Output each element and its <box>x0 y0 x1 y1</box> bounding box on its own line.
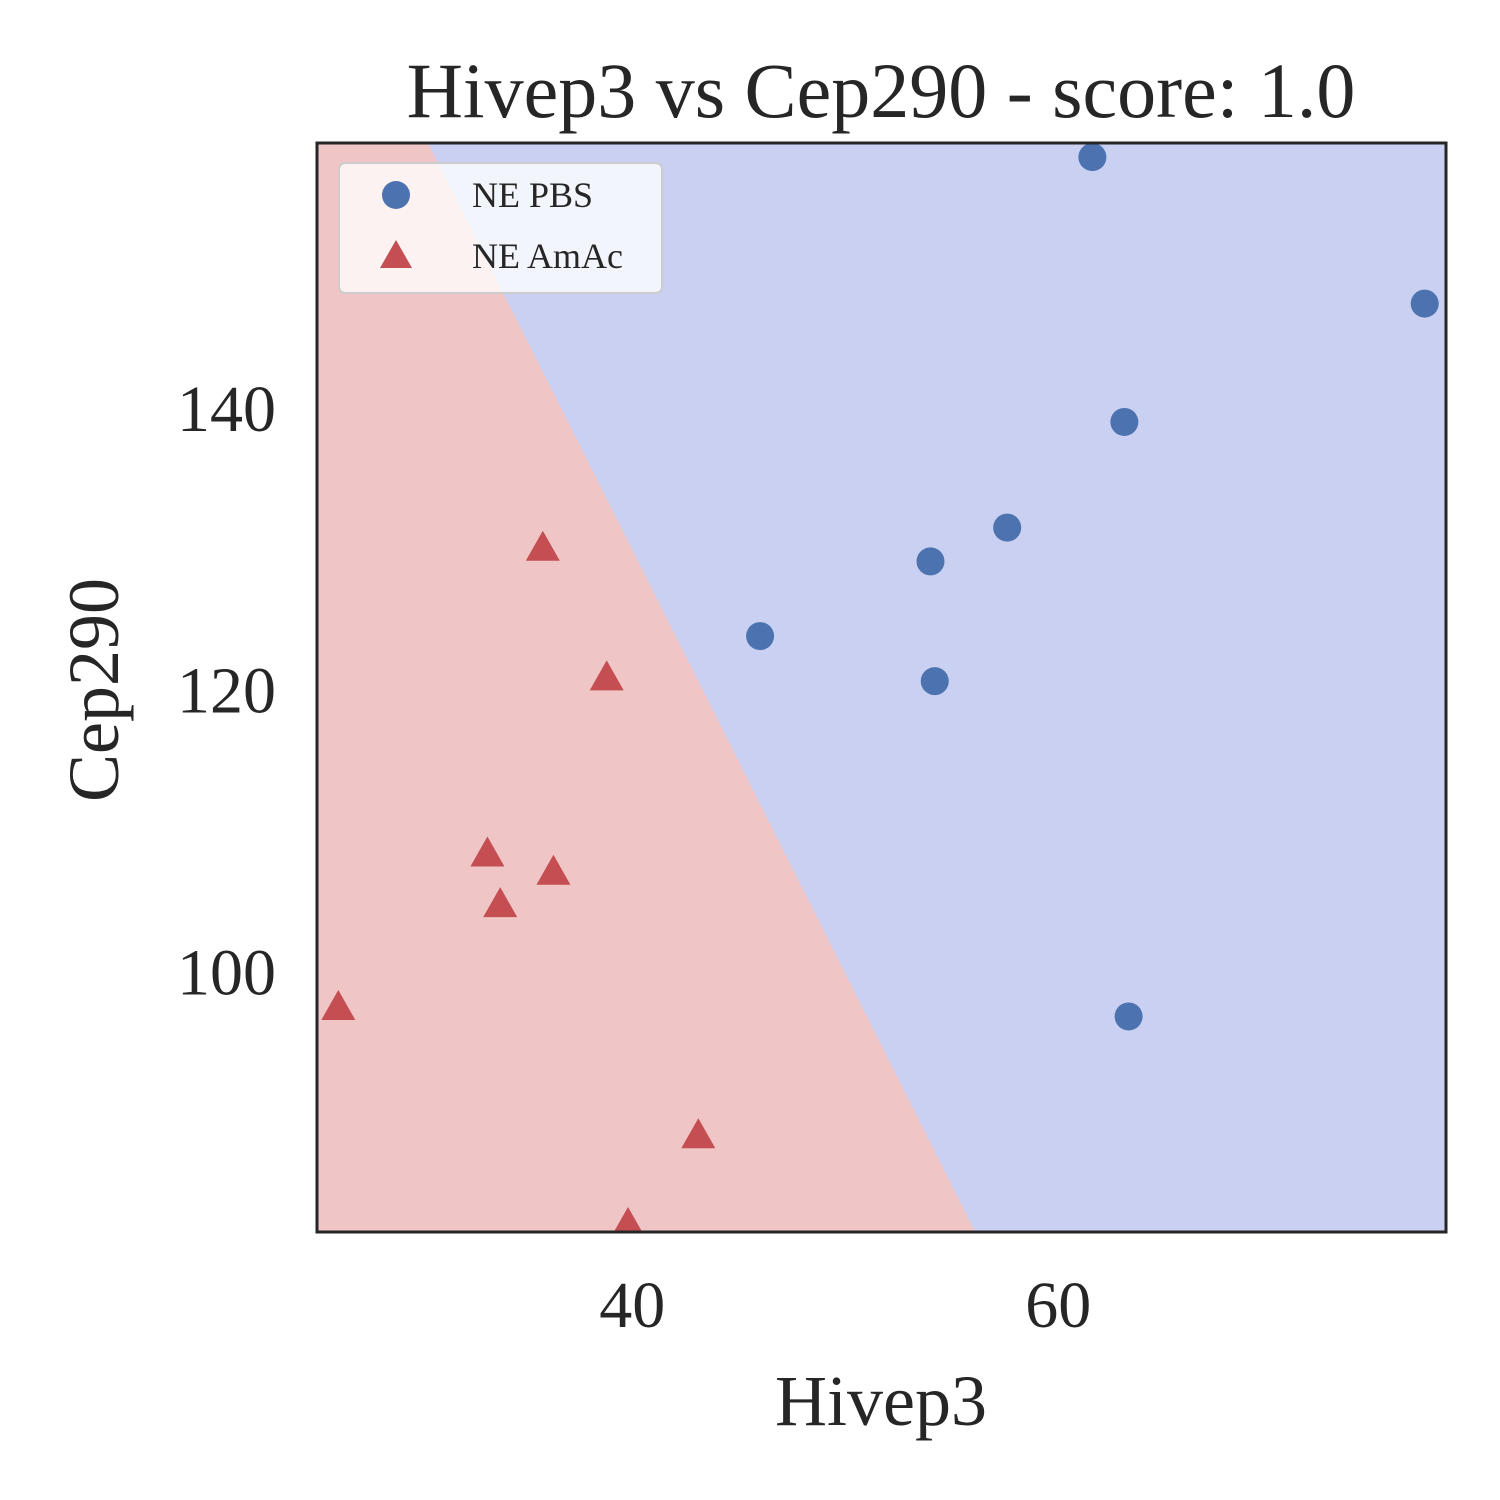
ne-pbs-point-7 <box>1114 1002 1143 1031</box>
legend-label-ne-amac: NE AmAc <box>472 236 623 276</box>
ne-amac-point-2 <box>470 836 505 867</box>
ne-pbs-point-6 <box>920 667 949 696</box>
x-axis-ticks: 40 60 <box>599 1269 1091 1342</box>
region-ne-amac <box>317 143 976 1232</box>
ne-pbs-point-1 <box>1410 289 1439 318</box>
ne-pbs-point-2 <box>1110 407 1139 436</box>
y-axis-ticks: 100 120 140 <box>177 373 276 1010</box>
ne-amac-point-4 <box>483 887 518 918</box>
legend-label-ne-pbs: NE PBS <box>472 175 593 215</box>
chart-title: Hivep3 vs Cep290 - score: 1.0 <box>407 47 1356 134</box>
ne-pbs-point-5 <box>746 622 775 651</box>
y-tick-label-120: 120 <box>177 655 276 728</box>
legend: NE PBS NE AmAc <box>338 162 663 294</box>
y-tick-label-100: 100 <box>177 936 276 1009</box>
ne-pbs-point-4 <box>916 547 945 576</box>
ne-amac-point-3 <box>536 854 571 885</box>
ne-amac-point-6 <box>681 1118 716 1149</box>
y-axis-label: Cep290 <box>54 578 134 802</box>
ne-amac-point-5 <box>321 990 356 1021</box>
plot-frame <box>315 141 1448 1234</box>
ne-pbs-point-0 <box>1078 143 1107 172</box>
legend-box <box>338 162 663 294</box>
x-tick-label-60: 60 <box>1025 1269 1091 1342</box>
points-layer <box>321 143 1439 1232</box>
legend-triangle-marker <box>380 240 412 268</box>
x-axis-label: Hivep3 <box>775 1361 987 1441</box>
y-tick-label-140: 140 <box>177 373 276 446</box>
ne-pbs-point-3 <box>993 513 1022 542</box>
x-tick-label-40: 40 <box>599 1269 665 1342</box>
ne-amac-point-7 <box>613 1206 643 1232</box>
ne-amac-point-1 <box>589 660 624 691</box>
ne-amac-point-0 <box>525 530 560 561</box>
legend-circle-marker <box>382 181 410 209</box>
